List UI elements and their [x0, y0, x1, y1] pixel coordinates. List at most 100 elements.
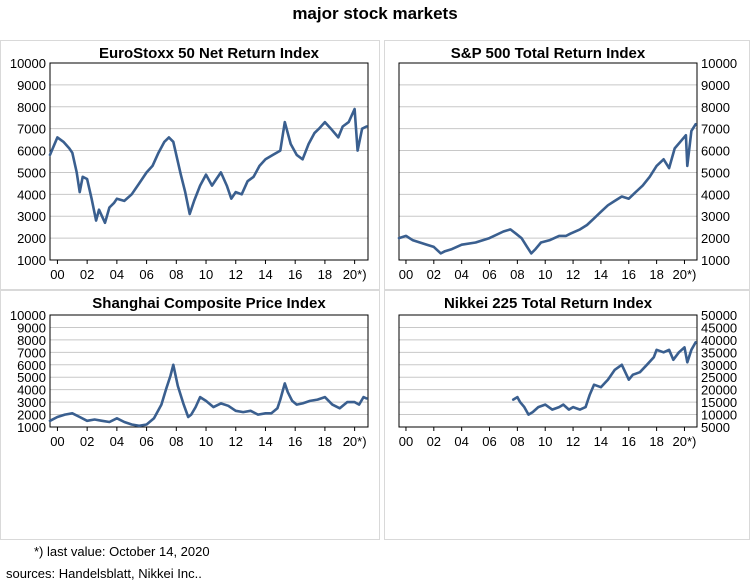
- panel-border: [0, 40, 380, 290]
- series-line: [48, 107, 368, 225]
- x-tick-label: 10: [199, 434, 213, 449]
- y-tick-label: 5000: [17, 370, 46, 385]
- x-tick-label: 12: [566, 267, 580, 282]
- y-tick-label: 7000: [17, 122, 46, 137]
- y-tick-label: 7000: [17, 345, 46, 360]
- page-title: major stock markets: [292, 4, 458, 23]
- y-tick-label: 8000: [17, 100, 46, 115]
- series-line: [511, 341, 697, 416]
- y-tick-label: 35000: [701, 345, 737, 360]
- x-tick-label: 08: [169, 267, 183, 282]
- y-tick-label: 20000: [701, 383, 737, 398]
- y-tick-label: 9000: [17, 320, 46, 335]
- y-tick-label: 10000: [701, 56, 737, 71]
- x-tick-label: 20*): [343, 434, 367, 449]
- chart-nikkei: Nikkei 225 Total Return Index 50001000015…: [384, 290, 750, 540]
- x-tick-label: 06: [482, 267, 496, 282]
- x-tick-label: 00: [50, 267, 64, 282]
- y-tick-label: 3000: [17, 395, 46, 410]
- x-tick-label: 02: [80, 267, 94, 282]
- x-tick-label: 14: [594, 434, 608, 449]
- x-tick-label: 02: [80, 434, 94, 449]
- x-tick-label: 16: [622, 267, 636, 282]
- y-tick-label: 2000: [17, 408, 46, 423]
- x-tick-label: 00: [50, 434, 64, 449]
- y-tick-label: 2000: [17, 231, 46, 246]
- y-tick-label: 10000: [10, 56, 46, 71]
- x-tick-label: 16: [288, 267, 302, 282]
- y-tick-label: 30000: [701, 358, 737, 373]
- chart-eurostoxx: EuroStoxx 50 Net Return Index10002000300…: [0, 40, 380, 290]
- x-tick-label: 18: [649, 434, 663, 449]
- y-tick-label: 45000: [701, 320, 737, 335]
- x-tick-label: 20*): [673, 434, 697, 449]
- y-tick-label: 10000: [701, 408, 737, 423]
- y-tick-label: 3000: [17, 209, 46, 224]
- x-tick-label: 06: [139, 267, 153, 282]
- x-tick-label: 18: [649, 267, 663, 282]
- y-tick-label: 6000: [701, 144, 730, 159]
- x-tick-label: 12: [229, 434, 243, 449]
- y-tick-label: 6000: [17, 144, 46, 159]
- x-tick-label: 02: [427, 267, 441, 282]
- y-tick-label: 5000: [701, 165, 730, 180]
- y-tick-label: 8000: [17, 333, 46, 348]
- y-tick-label: 50000: [701, 308, 737, 323]
- x-tick-label: 20*): [673, 267, 697, 282]
- chart-sp500: S&P 500 Total Return Index10002000300040…: [384, 40, 750, 290]
- y-tick-label: 1000: [701, 253, 730, 268]
- x-tick-label: 00: [399, 267, 413, 282]
- plot-frame: [398, 62, 698, 261]
- x-tick-label: 00: [399, 434, 413, 449]
- x-tick-label: 04: [454, 434, 468, 449]
- y-tick-label: 5000: [701, 420, 730, 435]
- y-tick-label: 9000: [17, 78, 46, 93]
- y-tick-label: 2000: [701, 231, 730, 246]
- x-tick-label: 06: [139, 434, 153, 449]
- x-tick-label: 08: [169, 434, 183, 449]
- y-tick-label: 25000: [701, 370, 737, 385]
- series-line: [48, 363, 368, 428]
- x-tick-label: 08: [510, 267, 524, 282]
- y-tick-label: 8000: [701, 100, 730, 115]
- y-tick-label: 6000: [17, 358, 46, 373]
- chart-title: Nikkei 225 Total Return Index: [444, 295, 653, 312]
- chart-shanghai: Shanghai Composite Price Index1000200030…: [0, 290, 380, 540]
- footnote: *) last value: October 14, 2020: [34, 544, 210, 559]
- x-tick-label: 16: [622, 434, 636, 449]
- y-tick-label: 4000: [17, 383, 46, 398]
- x-tick-label: 12: [229, 267, 243, 282]
- y-tick-label: 4000: [701, 187, 730, 202]
- y-tick-label: 5000: [17, 165, 46, 180]
- x-tick-label: 04: [110, 434, 124, 449]
- y-tick-label: 15000: [701, 395, 737, 410]
- sources-note: sources: Handelsblatt, Nikkei Inc..: [6, 566, 202, 581]
- x-tick-label: 14: [258, 267, 272, 282]
- plot-frame: [49, 62, 369, 261]
- y-tick-label: 40000: [701, 333, 737, 348]
- chart-title: EuroStoxx 50 Net Return Index: [99, 45, 320, 62]
- x-tick-label: 06: [482, 434, 496, 449]
- x-tick-label: 18: [318, 267, 332, 282]
- x-tick-label: 10: [199, 267, 213, 282]
- y-tick-label: 1000: [17, 420, 46, 435]
- y-tick-label: 1000: [17, 253, 46, 268]
- x-tick-label: 08: [510, 434, 524, 449]
- series-line: [397, 123, 697, 255]
- y-tick-label: 7000: [701, 122, 730, 137]
- x-tick-label: 04: [110, 267, 124, 282]
- chart-title: Shanghai Composite Price Index: [92, 295, 326, 312]
- y-tick-label: 4000: [17, 187, 46, 202]
- x-tick-label: 20*): [343, 267, 367, 282]
- x-tick-label: 02: [427, 434, 441, 449]
- y-tick-label: 3000: [701, 209, 730, 224]
- x-tick-label: 12: [566, 434, 580, 449]
- y-tick-label: 9000: [701, 78, 730, 93]
- panel-border: [0, 290, 380, 540]
- plot-frame: [49, 314, 369, 428]
- chart-title: S&P 500 Total Return Index: [451, 45, 646, 62]
- x-tick-label: 16: [288, 434, 302, 449]
- x-tick-label: 14: [594, 267, 608, 282]
- x-tick-label: 10: [538, 267, 552, 282]
